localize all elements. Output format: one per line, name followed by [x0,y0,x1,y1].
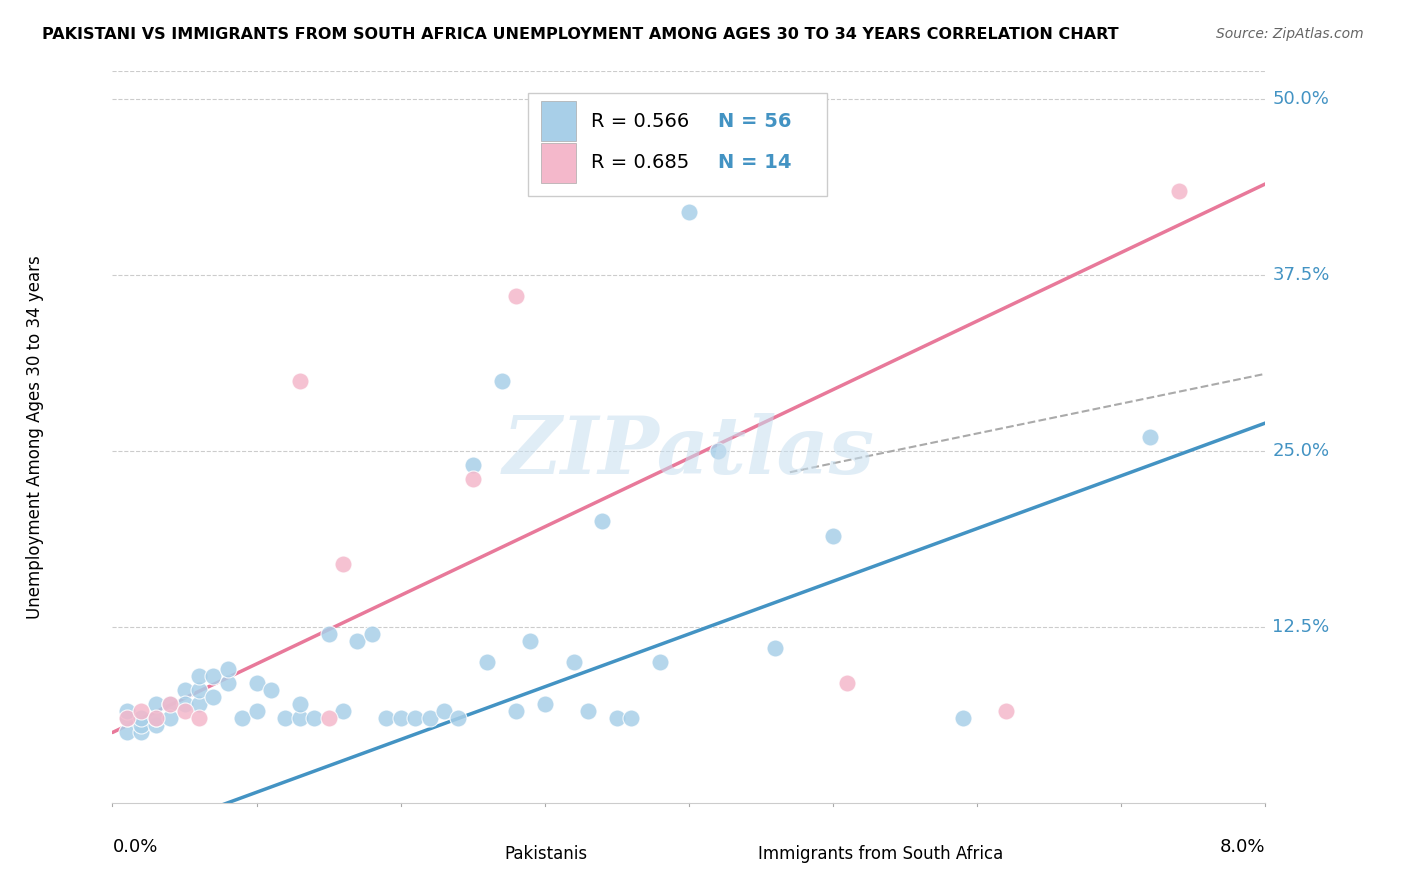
Text: ZIPatlas: ZIPatlas [503,413,875,491]
Bar [541,143,576,183]
Point [173,705,195,719]
Point [318,711,340,725]
Point [995,705,1018,719]
Point [245,676,267,690]
Point [389,711,412,725]
Point [188,711,211,725]
Text: N = 56: N = 56 [717,112,792,130]
Point [217,676,239,690]
Point [304,711,326,725]
Point [606,711,628,725]
Point [202,669,225,683]
Point [260,683,283,698]
Bar [711,839,744,869]
Point [129,705,153,719]
Point [129,718,153,732]
Point [533,698,555,712]
Point [288,698,311,712]
Point [188,683,211,698]
Point [821,528,844,542]
Point [202,690,225,705]
Point [245,705,267,719]
Point [404,711,426,725]
Text: Pakistanis: Pakistanis [505,845,588,863]
Point [188,669,211,683]
Point [562,655,585,669]
Point [159,698,181,712]
Point [173,698,195,712]
Point [505,705,527,719]
Point [288,374,311,388]
Point [115,711,138,725]
Text: 50.0%: 50.0% [1272,90,1329,109]
Text: 0.0%: 0.0% [112,838,157,856]
Point [145,698,167,712]
Point [592,515,614,529]
Point [188,698,211,712]
Text: Source: ZipAtlas.com: Source: ZipAtlas.com [1216,27,1364,41]
Point [115,725,138,739]
Text: Unemployment Among Ages 30 to 34 years: Unemployment Among Ages 30 to 34 years [27,255,44,619]
Point [145,711,167,725]
Point [332,557,354,571]
Point [491,374,513,388]
Point [217,662,239,676]
Point [288,711,311,725]
Point [419,711,441,725]
Point [505,289,527,303]
Bar [458,839,491,869]
Point [620,711,643,725]
Text: Immigrants from South Africa: Immigrants from South Africa [758,845,1004,863]
Text: 8.0%: 8.0% [1220,838,1265,856]
Point [1139,430,1161,444]
Text: N = 14: N = 14 [717,153,792,172]
Text: 12.5%: 12.5% [1272,618,1330,636]
Point [952,711,974,725]
Point [129,725,153,739]
Point [318,627,340,641]
Point [576,705,599,719]
Point [159,698,181,712]
Point [145,718,167,732]
Point [837,676,859,690]
Point [447,711,470,725]
FancyBboxPatch shape [527,94,827,195]
Point [461,458,484,473]
Point [231,711,253,725]
Point [461,472,484,486]
Point [707,444,730,458]
Text: R = 0.566: R = 0.566 [591,112,689,130]
Point [519,634,541,648]
Text: PAKISTANI VS IMMIGRANTS FROM SOUTH AFRICA UNEMPLOYMENT AMONG AGES 30 TO 34 YEARS: PAKISTANI VS IMMIGRANTS FROM SOUTH AFRIC… [42,27,1119,42]
Point [173,683,195,698]
Point [332,705,354,719]
Point [115,705,138,719]
Point [475,655,498,669]
Point [274,711,297,725]
Point [433,705,456,719]
Point [648,655,672,669]
Point [129,711,153,725]
Point [360,627,382,641]
Text: R = 0.685: R = 0.685 [591,153,689,172]
Point [145,711,167,725]
Point [1167,184,1189,198]
Point [346,634,368,648]
Point [678,205,700,219]
Text: 25.0%: 25.0% [1272,442,1330,460]
Bar [541,101,576,141]
Point [115,711,138,725]
Text: 37.5%: 37.5% [1272,267,1330,285]
Point [765,641,787,656]
Point [375,711,398,725]
Point [159,711,181,725]
